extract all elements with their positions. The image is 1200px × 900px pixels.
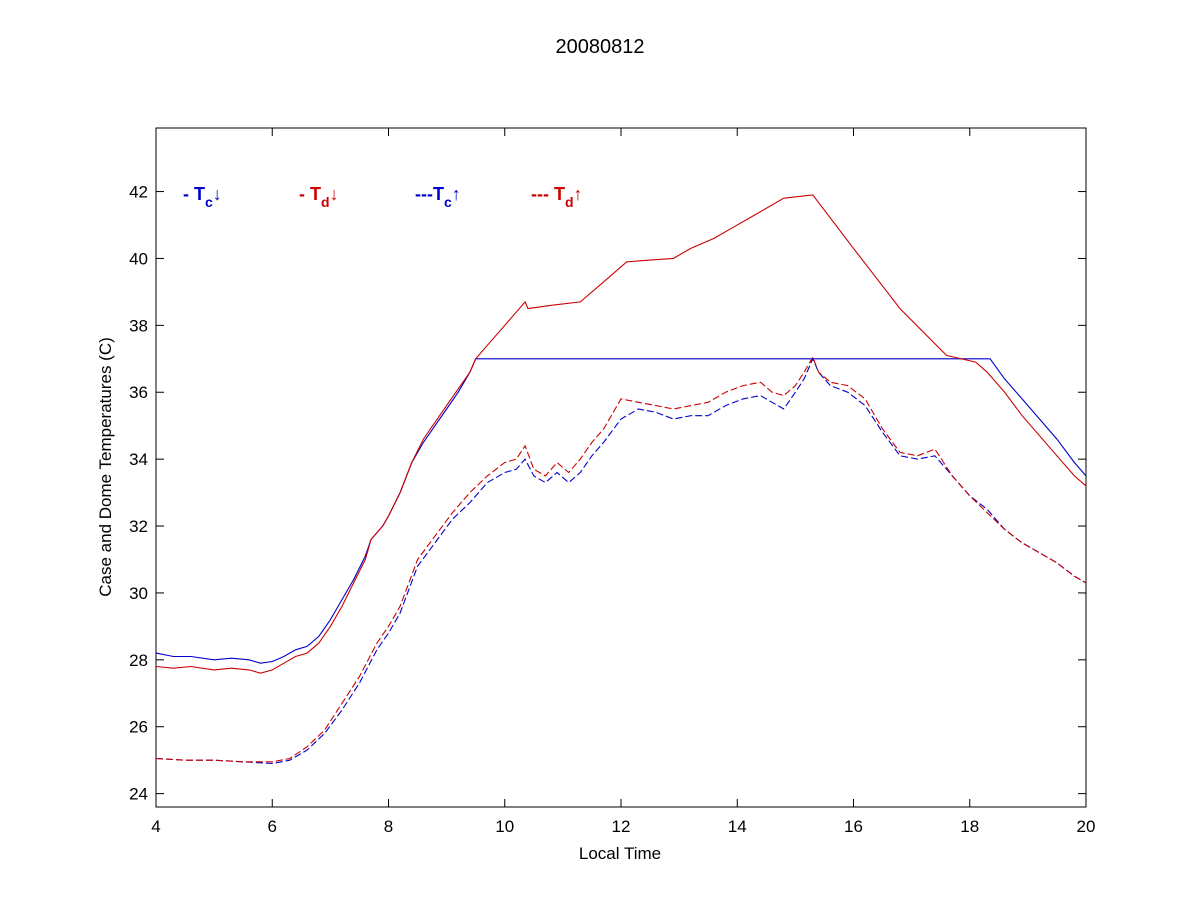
plot-area xyxy=(155,127,1087,808)
x-tick-label: 8 xyxy=(384,817,393,836)
series-line-3 xyxy=(155,357,1087,765)
x-tick-label: 18 xyxy=(960,817,979,836)
series-line-2 xyxy=(155,194,1087,674)
y-tick-label: 38 xyxy=(129,316,148,335)
legend-entry-2: - Td↓ xyxy=(299,184,339,210)
y-tick-label: 32 xyxy=(129,517,148,536)
x-axis-label: Local Time xyxy=(579,844,661,863)
x-tick-label: 4 xyxy=(151,817,160,836)
legend: - Tc↓ - Td↓ ---Tc↑ --- Td↑ xyxy=(183,184,583,210)
series-line-4 xyxy=(155,355,1087,763)
y-tick-label: 24 xyxy=(129,785,148,804)
x-tick-label: 16 xyxy=(844,817,863,836)
x-tick-label: 12 xyxy=(612,817,631,836)
axis-ticks: 4 6 8 10 12 14 16 18 20 24 26 28 30 32 34 36 38 40 42 xyxy=(129,128,1095,836)
x-tick-label: 14 xyxy=(728,817,747,836)
y-tick-label: 34 xyxy=(129,450,148,469)
chart-title: 20080812 xyxy=(556,36,645,58)
x-tick-label: 6 xyxy=(268,817,277,836)
series-layer xyxy=(155,194,1087,765)
y-tick-label: 40 xyxy=(129,249,148,268)
x-tick-label: 10 xyxy=(495,817,514,836)
legend-entry-3: ---Tc↑ xyxy=(415,184,461,210)
y-tick-label: 28 xyxy=(129,651,148,670)
legend-entry-4: --- Td↑ xyxy=(531,184,583,210)
y-tick-label: 42 xyxy=(129,183,148,202)
legend-entry-1: - Tc↓ xyxy=(183,184,222,210)
y-axis-label: Case and Dome Temperatures (C) xyxy=(96,337,115,597)
y-tick-label: 36 xyxy=(129,383,148,402)
x-tick-label: 20 xyxy=(1077,817,1096,836)
y-tick-label: 30 xyxy=(129,584,148,603)
y-tick-label: 26 xyxy=(129,718,148,737)
